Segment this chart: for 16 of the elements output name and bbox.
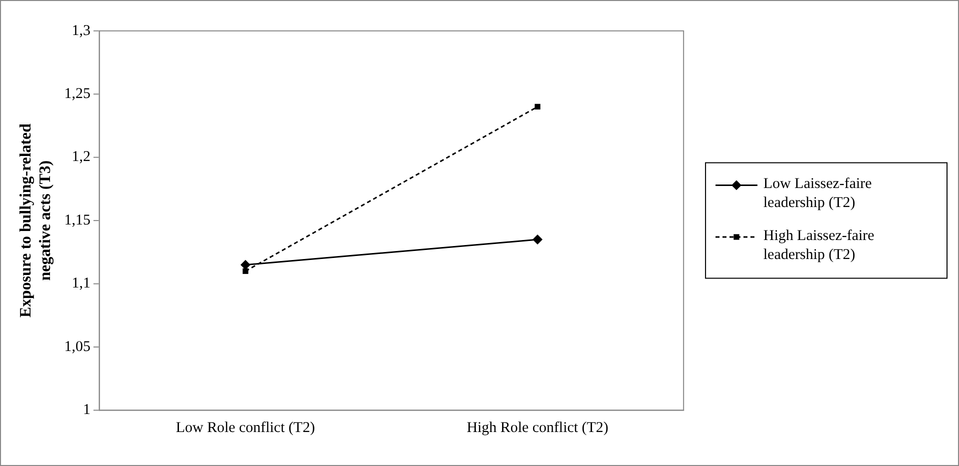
point xyxy=(242,268,248,274)
legend-label: High Laissez-faire leadership (T2) xyxy=(763,228,875,263)
y-tick-label: 1,3 xyxy=(72,22,90,39)
y-tick-label: 1,05 xyxy=(64,338,90,355)
legend-label: Low Laissez-faire leadership (T2) xyxy=(763,176,872,212)
y-tick-label: 1,1 xyxy=(72,276,90,292)
point xyxy=(534,104,540,110)
y-tick-label: 1 xyxy=(82,402,90,418)
y-tick-label: 1,15 xyxy=(64,212,90,228)
y-axis-title: Exposure to bullying-related negative acts (T3) xyxy=(18,123,54,318)
point xyxy=(240,260,250,270)
point xyxy=(532,234,543,244)
y-tick-label: 1,25 xyxy=(64,86,90,102)
y-tick-label: 1,2 xyxy=(72,149,90,166)
x-tick-label: Low Role conflict (T2) xyxy=(176,420,316,436)
x-tick-label: High Role conflict (T2) xyxy=(466,420,608,436)
